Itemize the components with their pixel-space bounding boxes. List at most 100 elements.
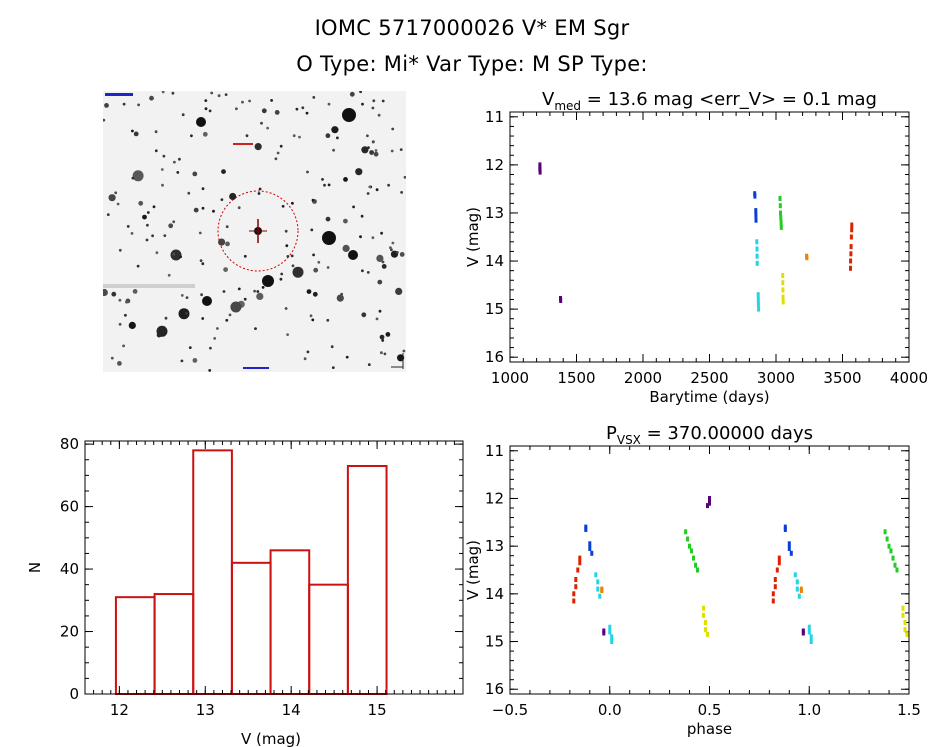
lightcurve-point bbox=[849, 265, 852, 271]
sky-star bbox=[345, 355, 349, 359]
lightcurve-xtick-label: 4000 bbox=[890, 369, 928, 387]
lightcurve-xtick-label: 3000 bbox=[757, 369, 795, 387]
lightcurve-xtick-label: 1500 bbox=[557, 369, 595, 387]
phased-ytick-label: 14 bbox=[485, 585, 504, 603]
sky-star bbox=[380, 231, 383, 235]
lightcurve-point bbox=[779, 224, 783, 230]
phased-point bbox=[584, 527, 588, 532]
sky-star bbox=[284, 307, 288, 310]
sky-star bbox=[312, 291, 318, 297]
phased-point bbox=[773, 577, 777, 582]
sky-star bbox=[281, 204, 285, 208]
sky-star bbox=[168, 223, 174, 229]
sky-star bbox=[201, 317, 205, 320]
sky-star bbox=[331, 126, 339, 134]
sky-corner-mark bbox=[105, 93, 133, 96]
sky-star bbox=[116, 202, 120, 206]
sky-star bbox=[381, 264, 387, 269]
lightcurve-point bbox=[779, 220, 783, 226]
sky-streak bbox=[103, 284, 195, 288]
sky-star bbox=[204, 107, 208, 111]
sky-star bbox=[209, 346, 212, 350]
sky-star bbox=[381, 339, 385, 342]
phased-point bbox=[807, 629, 811, 635]
sky-star bbox=[228, 313, 232, 317]
phased-point bbox=[572, 598, 576, 604]
sky-star bbox=[104, 103, 109, 108]
sky-star bbox=[295, 107, 299, 111]
lightcurve-ytick-label: 16 bbox=[485, 348, 504, 366]
sky-star bbox=[327, 183, 331, 187]
phased-xtick-label: 0.5 bbox=[698, 701, 722, 719]
lightcurve-point bbox=[755, 253, 759, 259]
sky-star bbox=[173, 160, 176, 164]
sky-star bbox=[155, 251, 159, 255]
phased-point bbox=[708, 500, 711, 506]
phased-point bbox=[895, 567, 899, 573]
phased-point bbox=[578, 555, 582, 561]
sky-star bbox=[146, 211, 150, 214]
phased-xlabel: phase bbox=[687, 720, 732, 738]
lightcurve-point bbox=[756, 301, 760, 307]
sky-star bbox=[372, 140, 375, 144]
sky-star bbox=[225, 225, 229, 229]
sky-star bbox=[103, 118, 106, 122]
phased-point bbox=[787, 541, 791, 547]
sky-star bbox=[254, 143, 262, 151]
sky-star bbox=[375, 188, 379, 192]
sky-star bbox=[122, 102, 126, 106]
sky-star bbox=[403, 175, 406, 179]
phased-point bbox=[588, 541, 592, 547]
sky-star bbox=[151, 234, 154, 238]
lightcurve-point bbox=[538, 169, 542, 175]
sky-star bbox=[336, 294, 344, 302]
sky-star bbox=[160, 168, 164, 171]
phased-point bbox=[574, 584, 578, 590]
sky-star bbox=[114, 191, 118, 195]
sky-star bbox=[171, 91, 175, 95]
phased-point bbox=[704, 620, 707, 625]
sky-star bbox=[103, 288, 108, 297]
phased-point bbox=[588, 546, 592, 551]
phased-point bbox=[775, 567, 779, 573]
sky-star bbox=[128, 321, 136, 329]
sky-star bbox=[291, 264, 295, 268]
phased-point bbox=[696, 567, 699, 573]
lightcurve-ytick-label: 13 bbox=[485, 204, 504, 222]
phased-point bbox=[596, 579, 600, 585]
sky-star bbox=[311, 318, 315, 322]
phased-point bbox=[704, 627, 707, 633]
sky-star bbox=[391, 241, 395, 245]
histogram-bar bbox=[346, 464, 388, 695]
histogram-ytick-label: 40 bbox=[60, 560, 79, 578]
sky-star bbox=[137, 103, 140, 107]
lightcurve-point bbox=[849, 258, 853, 264]
histogram-ytick-label: 80 bbox=[60, 435, 79, 453]
phased-point bbox=[598, 593, 602, 599]
sky-star bbox=[374, 149, 378, 152]
sky-star bbox=[162, 154, 166, 158]
sky-star bbox=[131, 176, 135, 180]
lightcurve-point bbox=[778, 196, 782, 201]
sky-star bbox=[156, 325, 168, 337]
header-types: O Type: Mi* Var Type: M SP Type: bbox=[296, 52, 648, 76]
phased-point bbox=[602, 630, 606, 636]
sky-star bbox=[373, 151, 379, 157]
sky-star bbox=[132, 289, 138, 294]
sky-label-mark bbox=[233, 143, 253, 145]
sky-star bbox=[152, 205, 156, 209]
sky-star bbox=[340, 292, 344, 296]
sky-star bbox=[266, 126, 269, 130]
sky-star bbox=[196, 117, 206, 127]
sky-star bbox=[325, 133, 331, 139]
lightcurve-point bbox=[849, 244, 853, 250]
sky-star bbox=[371, 236, 375, 240]
sky-star bbox=[130, 232, 134, 235]
sky-star bbox=[145, 238, 149, 242]
sky-star bbox=[317, 260, 321, 264]
phased-point bbox=[572, 591, 576, 597]
sky-star bbox=[146, 223, 149, 227]
phased-frame bbox=[509, 445, 910, 695]
lightcurve-ytick-label: 14 bbox=[485, 252, 504, 270]
